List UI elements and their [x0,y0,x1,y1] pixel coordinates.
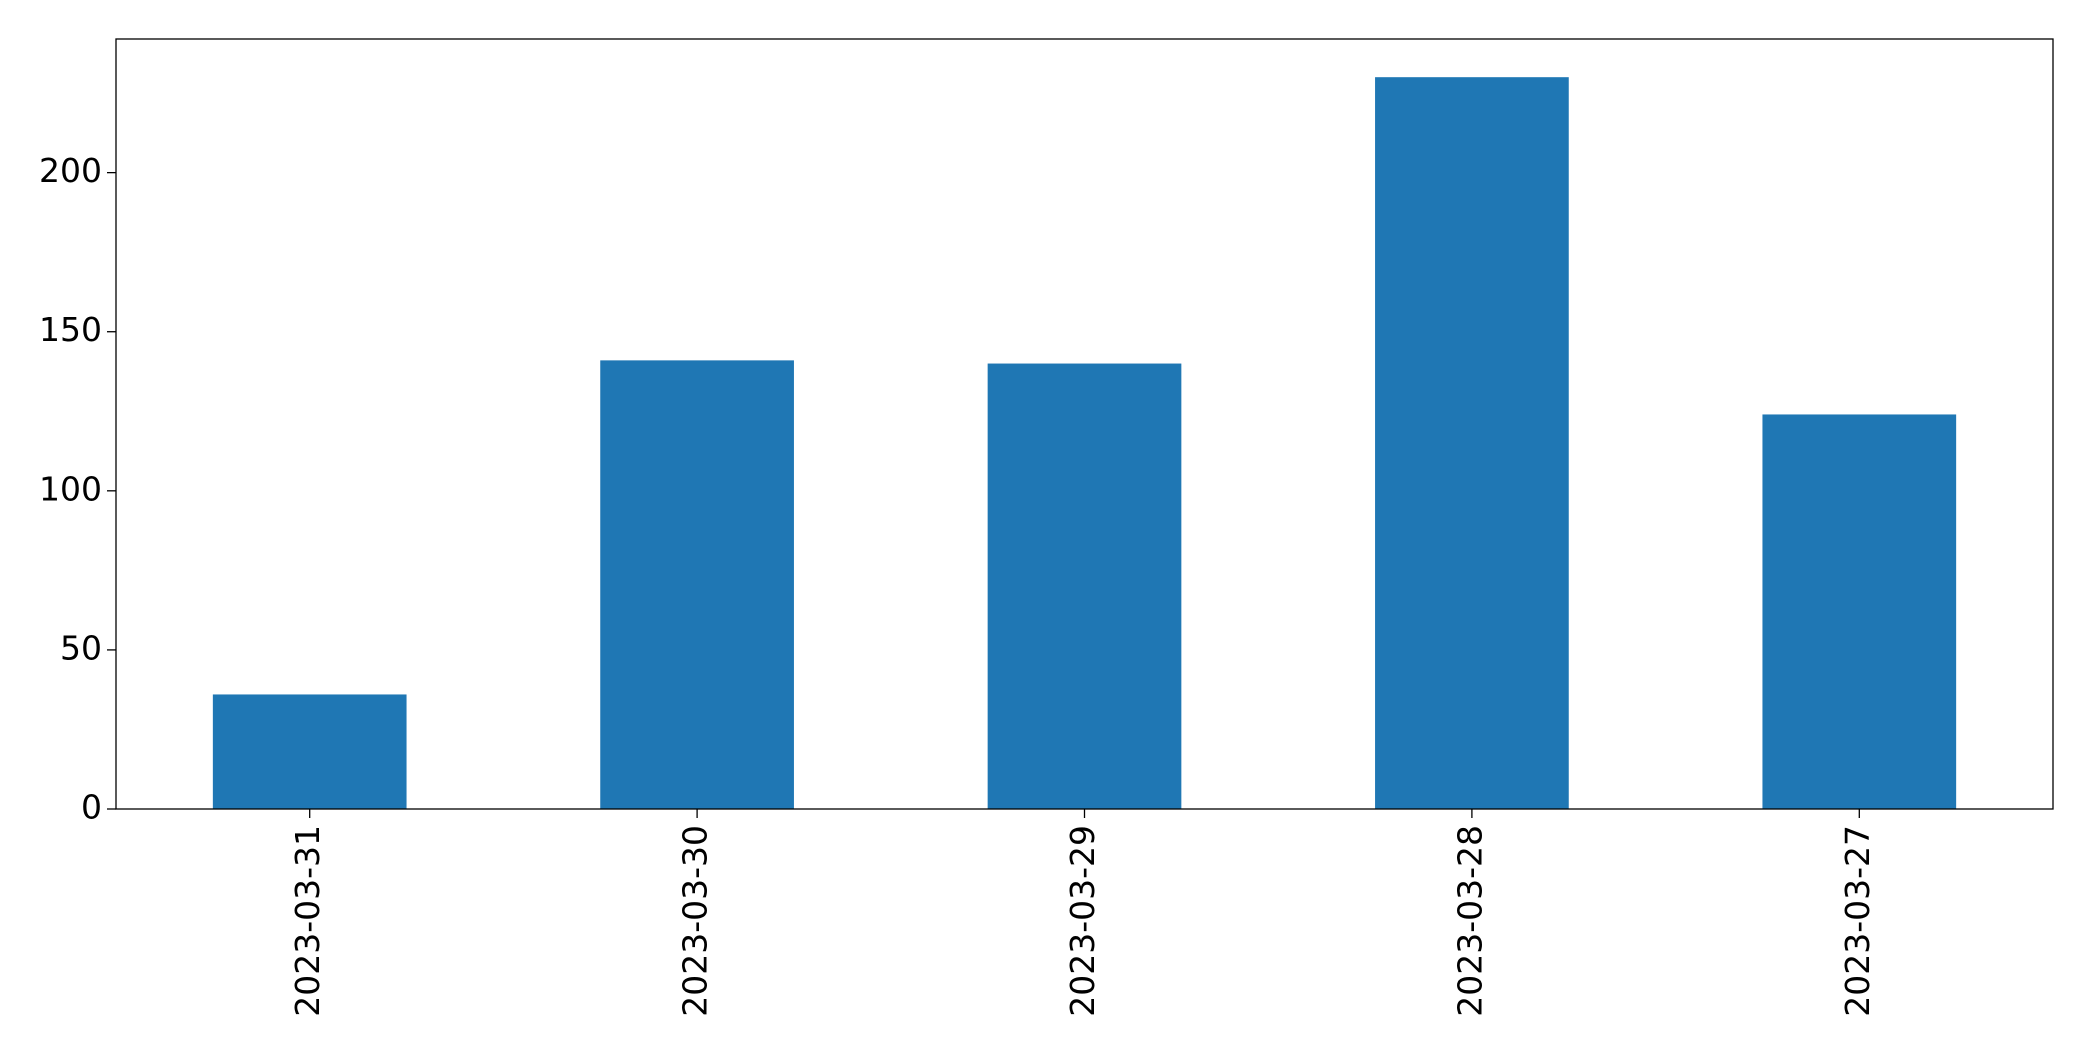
bar [600,360,794,809]
bar [212,694,407,809]
y-tick-label: 0 [81,788,102,827]
x-tick-label: 2023-03-29 [1063,825,1102,1017]
bar [987,363,1182,809]
y-tick-label: 150 [39,310,102,349]
x-tick-label: 2023-03-31 [288,825,327,1017]
x-tick-label: 2023-03-27 [1838,825,1877,1017]
y-tick-label: 100 [39,469,102,508]
y-tick-label: 50 [60,628,102,667]
bar [1375,77,1569,809]
plot-frame [115,38,2054,810]
bar [1762,414,1957,809]
x-tick-label: 2023-03-28 [1450,825,1489,1017]
y-tick-label: 200 [39,151,102,190]
x-tick-label: 2023-03-30 [676,825,715,1017]
